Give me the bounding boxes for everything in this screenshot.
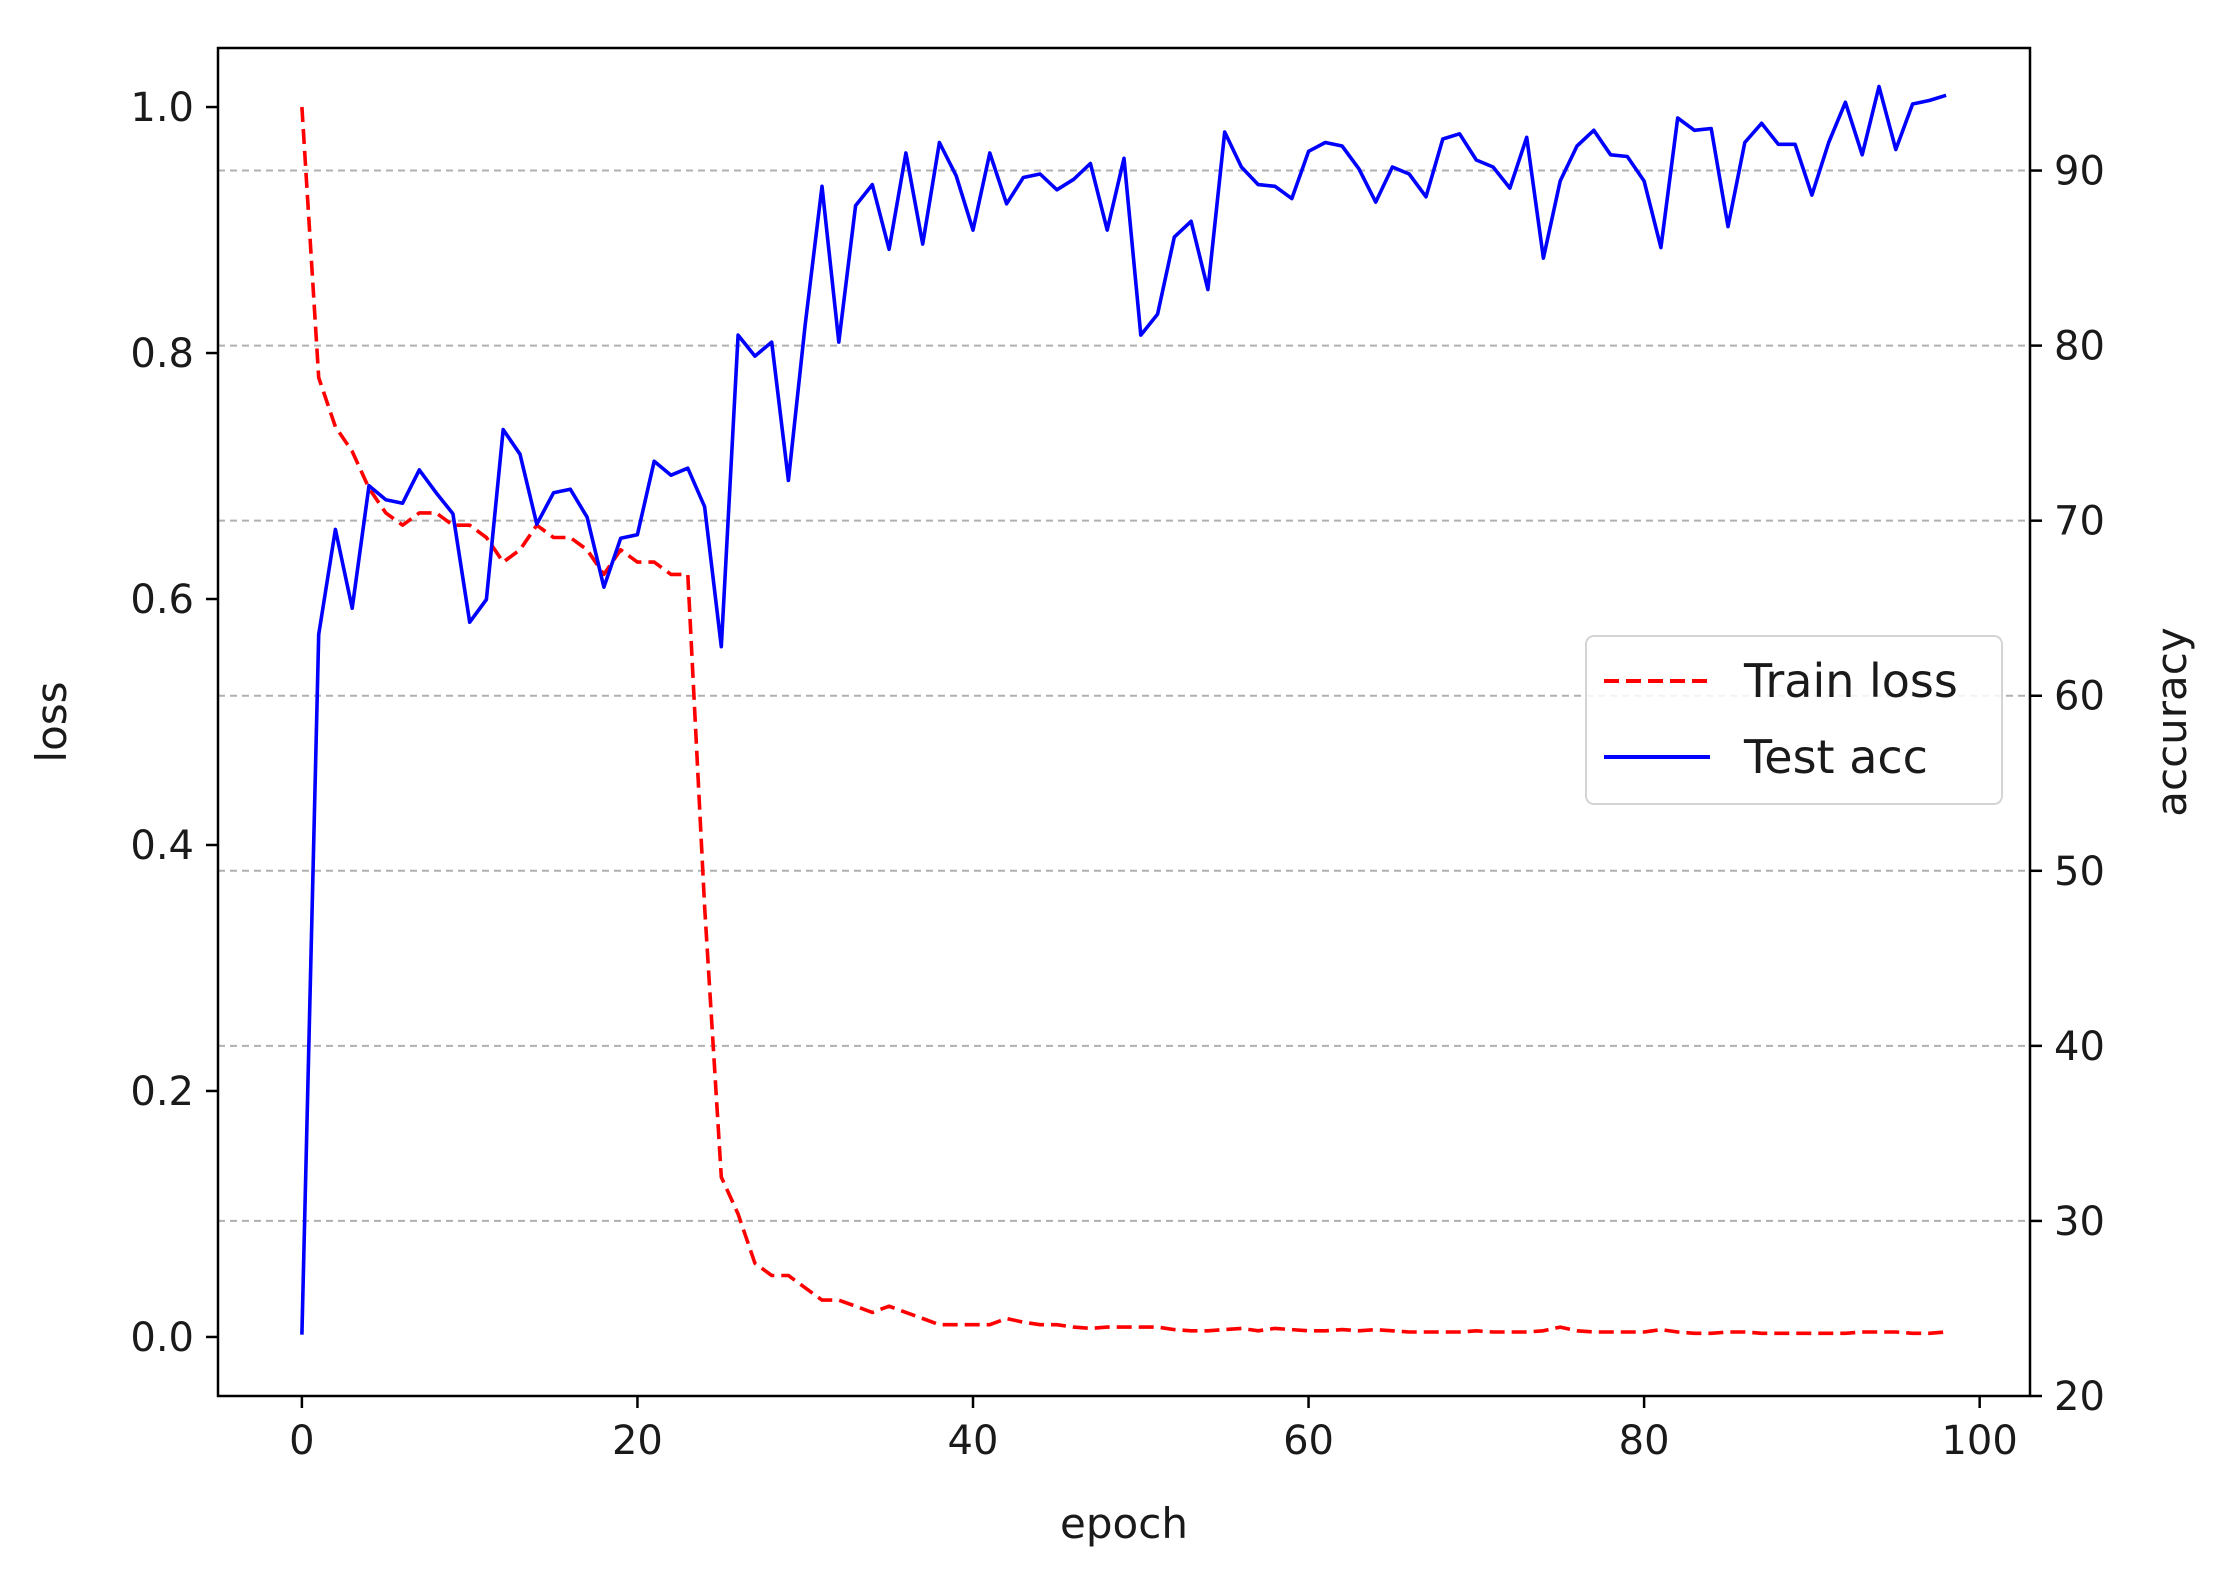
x-tick-label-20: 20 [612, 1418, 663, 1464]
right-tick-label-50: 50 [2054, 849, 2105, 895]
left-tick-label-0.0: 0.0 [130, 1315, 194, 1361]
legend: Train loss Test acc [1585, 635, 2003, 805]
left-tick-label-0.4: 0.4 [130, 823, 194, 869]
legend-label-test-acc: Test acc [1743, 730, 1928, 784]
left-tick-label-0.8: 0.8 [130, 331, 194, 377]
legend-label-train-loss: Train loss [1743, 654, 1958, 708]
x-tick-label-100: 100 [1941, 1418, 2017, 1464]
right-tick-label-80: 80 [2054, 324, 2105, 370]
left-tick-label-0.6: 0.6 [130, 577, 194, 623]
left-y-axis-label: loss [27, 681, 76, 762]
x-tick-label-80: 80 [1619, 1418, 1670, 1464]
legend-box [1585, 635, 2003, 805]
right-tick-label-30: 30 [2054, 1199, 2105, 1245]
right-y-ticks: 20 30 40 50 60 70 80 90 [2030, 149, 2105, 1420]
right-tick-label-60: 60 [2054, 674, 2105, 720]
series-line-test-acc [300, 84, 1947, 1335]
plot-frame [216, 46, 2032, 1398]
right-tick-label-70: 70 [2054, 499, 2105, 545]
series-layer [300, 84, 1947, 1336]
left-y-ticks: 0.0 0.2 0.4 0.6 0.8 1.0 [130, 85, 218, 1361]
left-tick-label-0.2: 0.2 [130, 1069, 194, 1115]
x-ticks: 0 20 40 60 80 100 [289, 1396, 2018, 1464]
x-tick-label-60: 60 [1283, 1418, 1334, 1464]
right-y-axis-label: accuracy [2147, 627, 2196, 817]
x-axis-label: epoch [1060, 1499, 1188, 1548]
right-tick-label-90: 90 [2054, 149, 2105, 195]
series-line-train-loss [300, 106, 1947, 1336]
left-tick-label-1.0: 1.0 [130, 85, 194, 131]
right-tick-label-40: 40 [2054, 1024, 2105, 1070]
x-tick-label-0: 0 [289, 1418, 314, 1464]
x-tick-label-40: 40 [948, 1418, 999, 1464]
right-tick-label-20: 20 [2054, 1374, 2105, 1420]
